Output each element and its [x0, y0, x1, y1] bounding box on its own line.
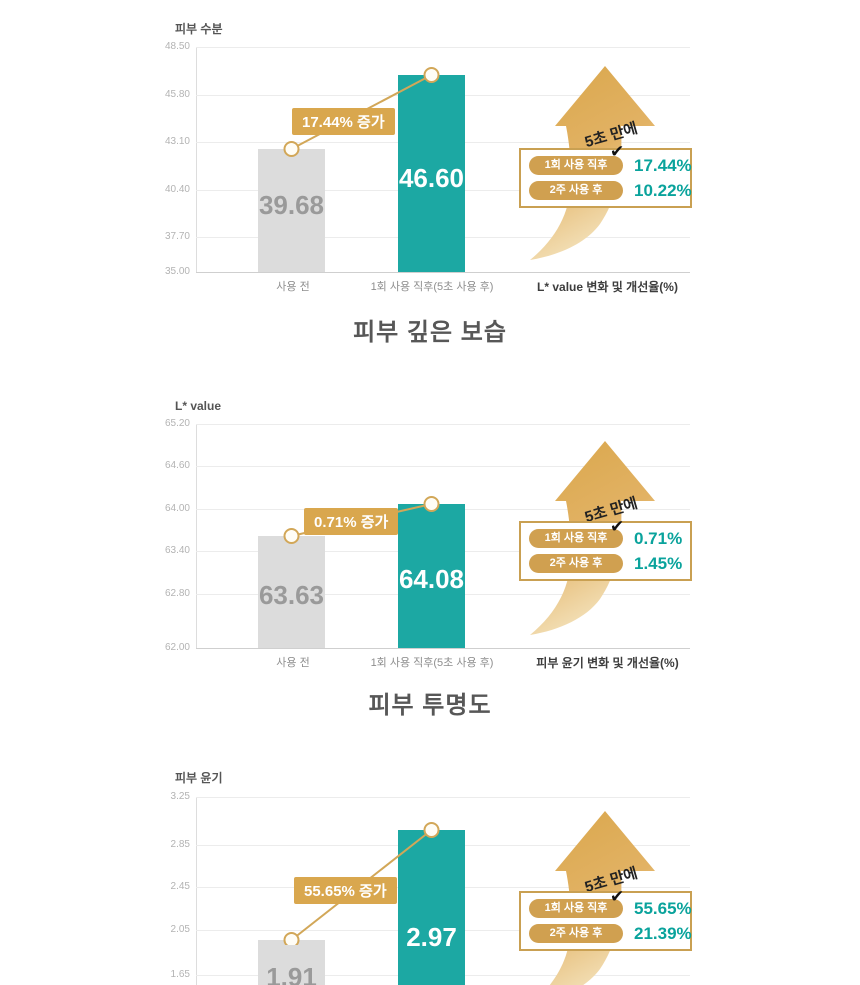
y-tick-label: 2.45 [170, 881, 190, 892]
chart-section-transparency: L* value 65.20 64.60 64.00 63.40 62.80 6… [0, 375, 860, 745]
chart-title: 피부 투명도 [368, 692, 492, 719]
y-axis-title: L* value [175, 399, 222, 413]
y-tick-label: 43.10 [164, 136, 190, 147]
increase-badge: 17.44% 증가 [292, 108, 395, 135]
stat-pill: 1회 사용 직후 [529, 899, 623, 918]
improvement-row: 2주 사용 후 1.45% [529, 554, 682, 574]
improvement-row: 1회 사용 직후 0.71% [529, 529, 682, 549]
x-label-after: 1회 사용 직후(5초 사용 후) [370, 281, 494, 293]
bar-value: 63.63 [258, 580, 325, 610]
improvement-row: 2주 사용 후 21.39% [529, 924, 692, 944]
chart-section-gloss: 피부 윤기 3.25 2.85 2.45 2.05 1.65 1.91 2.97… [0, 745, 860, 985]
y-tick-label: 48.50 [164, 41, 190, 52]
bar-before-use: 1.91 [258, 940, 325, 985]
y-tick-label: 40.40 [164, 184, 190, 195]
chart-title: 피부 깊은 보습 [353, 319, 507, 346]
improvement-row: 2주 사용 후 10.22% [529, 181, 692, 201]
y-tick-label: 2.05 [170, 924, 190, 935]
bar-after-use: 64.08 [398, 504, 465, 648]
stat-pill: 2주 사용 후 [529, 924, 623, 943]
bar-before-use: 63.63 [258, 536, 325, 648]
y-tick-label: 35.00 [164, 266, 190, 277]
improvement-box: 1회 사용 직후 17.44% 2주 사용 후 10.22% [519, 148, 692, 208]
y-tick-label: 63.40 [164, 545, 190, 556]
stat-pill: 1회 사용 직후 [529, 529, 623, 548]
y-tick-label: 64.60 [164, 460, 190, 471]
x-axis-line [196, 648, 690, 649]
y-axis-title: 피부 윤기 [175, 771, 223, 785]
bar-before-use: 39.68 [258, 149, 325, 272]
y-axis-title: 피부 수분 [175, 22, 223, 36]
gridline [196, 466, 690, 467]
stat-value: 1.45% [634, 553, 683, 573]
improvement-box: 1회 사용 직후 55.65% 2주 사용 후 21.39% [519, 891, 692, 951]
stat-value: 10.22% [634, 180, 692, 200]
y-axis-line [196, 797, 197, 985]
stat-value: 21.39% [634, 923, 692, 943]
y-tick-label: 3.25 [170, 791, 190, 802]
axis-caption: L* value 변화 및 개선율(%) [537, 280, 678, 294]
gridline [196, 47, 690, 48]
check-icon: ✔ [610, 142, 625, 161]
y-tick-label: 62.00 [164, 642, 190, 653]
bar-value: 39.68 [258, 190, 325, 220]
stat-value: 0.71% [634, 528, 683, 548]
stat-value: 17.44% [634, 155, 692, 175]
y-tick-label: 62.80 [164, 588, 190, 599]
bar-after-use: 46.60 [398, 75, 465, 272]
y-tick-label: 37.70 [164, 231, 190, 242]
stat-pill: 1회 사용 직후 [529, 156, 623, 175]
bar-value: 46.60 [398, 163, 465, 193]
gridline [196, 424, 690, 425]
y-tick-label: 2.85 [170, 839, 190, 850]
axis-caption: 피부 윤기 변화 및 개선율(%) [536, 656, 679, 670]
stat-pill: 2주 사용 후 [529, 554, 623, 573]
improvement-row: 1회 사용 직후 17.44% [529, 156, 692, 176]
bar-value: 64.08 [398, 564, 465, 594]
improvement-row: 1회 사용 직후 55.65% [529, 899, 692, 919]
y-axis-line [196, 47, 197, 272]
check-icon: ✔ [610, 517, 625, 536]
improvement-box: 1회 사용 직후 0.71% 2주 사용 후 1.45% [519, 521, 692, 581]
y-tick-label: 65.20 [164, 418, 190, 429]
y-axis-line [196, 424, 197, 648]
check-icon: ✔ [610, 887, 625, 906]
y-tick-label: 1.65 [170, 969, 190, 980]
bar-value: 1.91 [266, 962, 317, 985]
increase-badge: 0.71% 증가 [304, 508, 399, 535]
stat-pill: 2주 사용 후 [529, 181, 623, 200]
gridline [196, 797, 690, 798]
x-axis-line [196, 272, 690, 273]
increase-badge: 55.65% 증가 [294, 877, 397, 904]
y-tick-label: 64.00 [164, 503, 190, 514]
x-label-after: 1회 사용 직후(5초 사용 후) [370, 657, 494, 669]
bar-value: 2.97 [406, 922, 457, 952]
x-label-before: 사용 전 [276, 657, 310, 669]
bar-after-use: 2.97 [398, 830, 465, 985]
stat-value: 55.65% [634, 898, 692, 918]
chart-section-moisture: 피부 수분 48.50 45.80 43.10 40.40 37.70 35.0… [0, 0, 860, 375]
x-label-before: 사용 전 [276, 281, 310, 293]
y-tick-label: 45.80 [164, 89, 190, 100]
